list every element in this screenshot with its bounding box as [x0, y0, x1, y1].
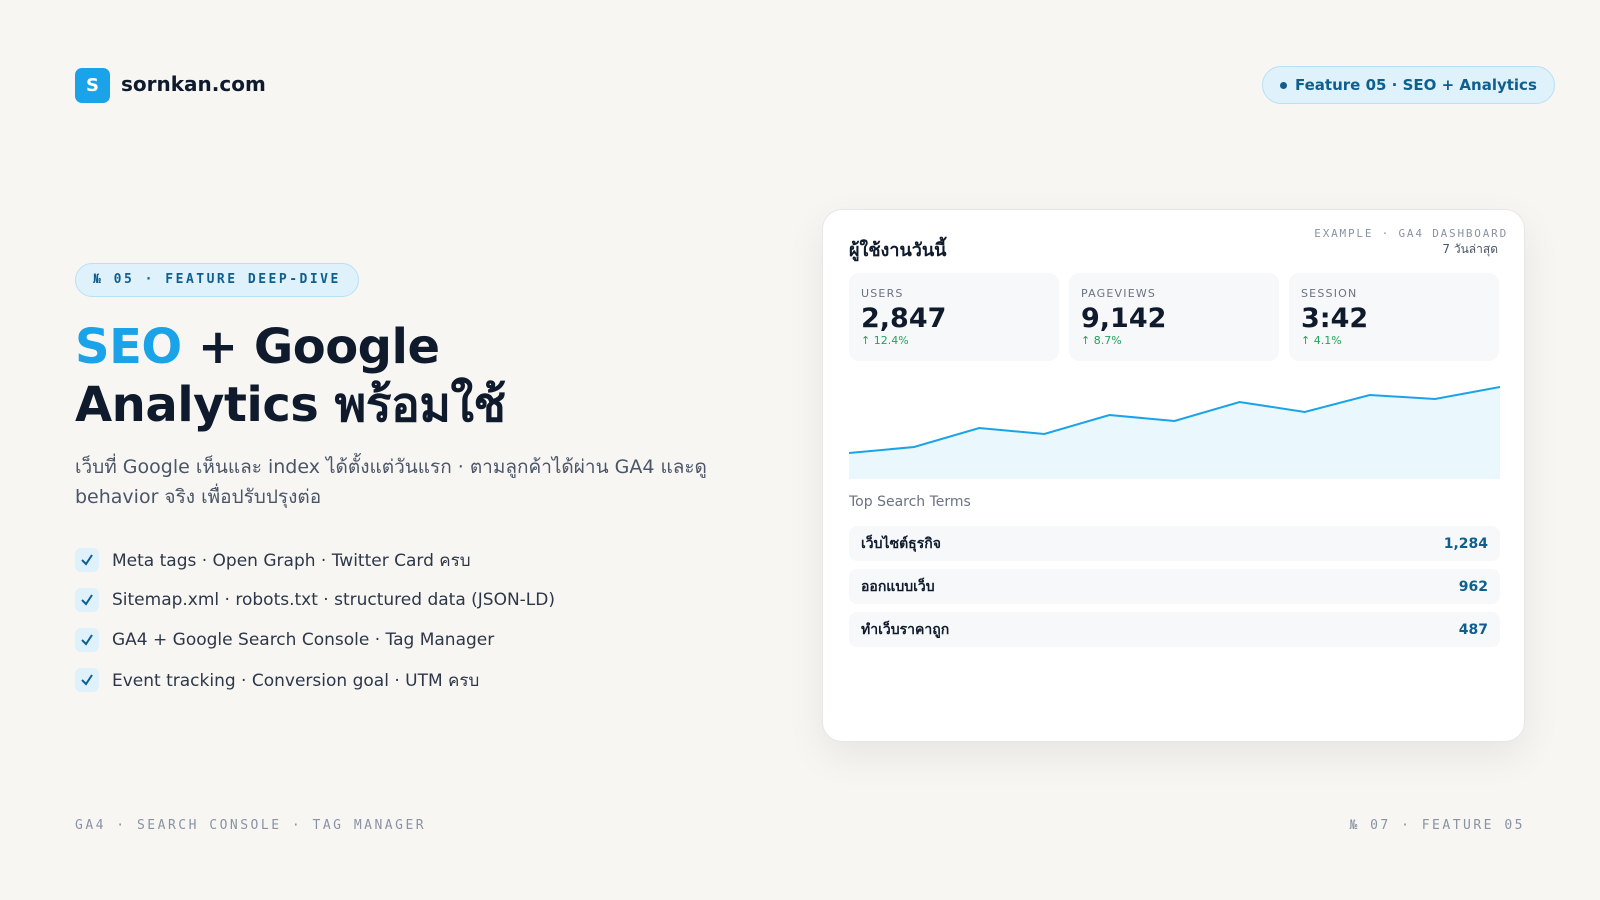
title-text: + Google [197, 319, 440, 375]
description: เว็บที่ Google เห็นและ index ได้ตั้งแต่ว… [75, 456, 707, 508]
feature-badge: Feature 05 · SEO + Analytics [1262, 66, 1555, 104]
feature-item: Meta tags · Open Graph · Twitter Card คร… [75, 540, 555, 580]
card-title: ผู้ใช้งานวันนี้ [849, 240, 947, 261]
check [81, 594, 93, 606]
stat-value: 2,847 [861, 303, 947, 334]
term: ทำเว็บราคาถูก [861, 621, 950, 638]
stat-change: ↑ 4.1% [1301, 334, 1342, 347]
title-highlight: SEO [75, 319, 182, 375]
stat-label: PAGEVIEWS [1081, 287, 1157, 300]
stat-change: ↑ 12.4% [861, 334, 909, 347]
feature-item: Event tracking · Conversion goal · UTM ค… [75, 660, 555, 700]
site-name[interactable]: sornkan.com [121, 72, 266, 96]
title-text: Analytics พร้อมใช้ [75, 377, 506, 433]
term-count: 487 [1458, 621, 1488, 638]
trend-line [849, 386, 1500, 454]
check-icon [75, 628, 99, 652]
term-count: 962 [1458, 578, 1488, 595]
stat-label: USERS [861, 287, 904, 300]
check [81, 634, 93, 646]
card-label: EXAMPLE · GA4 DASHBOARD [1314, 227, 1508, 240]
feature-item: Sitemap.xml · robots.txt · structured da… [75, 580, 555, 620]
footer-right: № 07 · FEATURE 05 [1349, 818, 1525, 833]
stat-value: 3:42 [1301, 303, 1369, 334]
term: เว็บไซต์ธุรกิจ [861, 535, 941, 552]
search-terms-title: Top Search Terms [849, 494, 971, 510]
term-count: 1,284 [1443, 535, 1488, 552]
search-term-row: ออกแบบเว็บ 962 [849, 569, 1500, 604]
feature-item: GA4 + Google Search Console · Tag Manage… [75, 620, 555, 660]
stat: SESSION 3:42 ↑ 4.1% [1289, 273, 1499, 361]
hero-title: SEO + Google Analytics พร้อมใช้ [75, 318, 506, 434]
eyebrow: № 05 · FEATURE DEEP-DIVE [75, 263, 359, 297]
badge-text: Feature 05 · SEO + Analytics [1295, 76, 1537, 94]
check [81, 674, 93, 686]
feature-text: Meta tags · Open Graph · Twitter Card คร… [112, 550, 471, 571]
card-period: 7 วันล่าสุด [1442, 242, 1498, 256]
logo: S [75, 68, 110, 103]
search-term-row: เว็บไซต์ธุรกิจ 1,284 [849, 526, 1500, 561]
search-term-row: ทำเว็บราคาถูก 487 [849, 612, 1500, 647]
term: ออกแบบเว็บ [861, 578, 935, 595]
stat-change: ↑ 8.7% [1081, 334, 1122, 347]
feature-text: Sitemap.xml · robots.txt · structured da… [112, 590, 556, 610]
check [81, 554, 93, 566]
check-icon [75, 548, 99, 572]
footer-left: GA4 · SEARCH CONSOLE · TAG MANAGER [75, 818, 427, 833]
check-icon [75, 668, 99, 692]
stat: USERS 2,847 ↑ 12.4% [849, 273, 1059, 361]
stat-label: SESSION [1301, 287, 1358, 300]
badge-dot [1280, 82, 1287, 89]
dashboard-card: ผู้ใช้งานวันนี้ EXAMPLE · GA4 DASHBOARD … [822, 209, 1525, 742]
stat-value: 9,142 [1081, 303, 1167, 334]
trend-area [849, 387, 1500, 479]
feature-text: GA4 + Google Search Console · Tag Manage… [112, 630, 495, 650]
feature-list: Meta tags · Open Graph · Twitter Card คร… [75, 540, 555, 700]
trend-chart [849, 386, 1500, 479]
feature-text: Event tracking · Conversion goal · UTM ค… [112, 670, 480, 691]
stat: PAGEVIEWS 9,142 ↑ 8.7% [1069, 273, 1279, 361]
check-icon [75, 588, 99, 612]
